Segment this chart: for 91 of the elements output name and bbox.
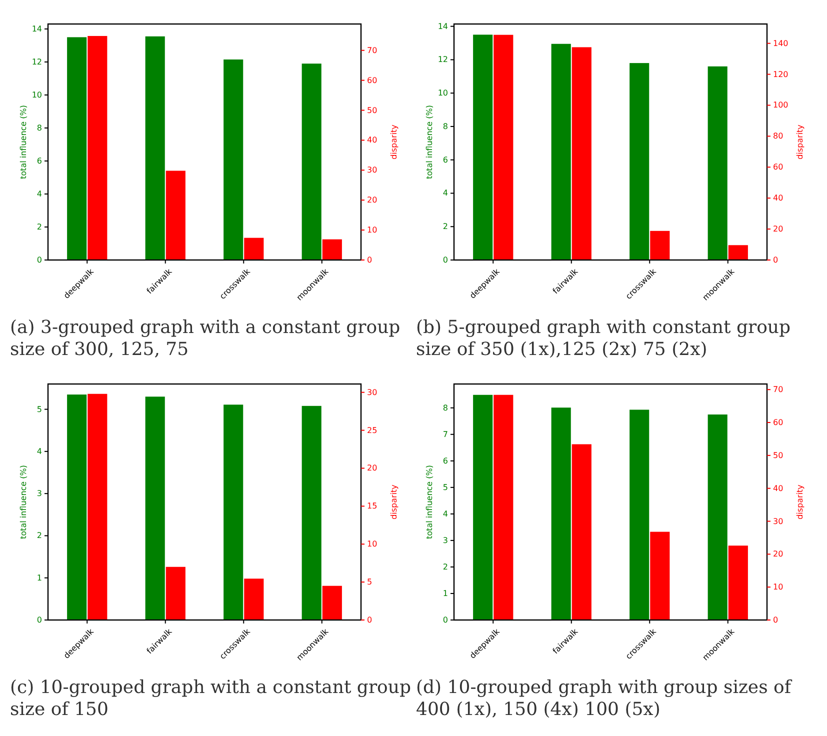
bar	[708, 414, 728, 620]
y2-tick-label: 30	[773, 516, 784, 526]
y-tick-label: 4	[442, 509, 448, 518]
text: (b) 5-grouped graph with constant group size of 350 (1x),125 (2x) 75 (2x)	[415, 316, 792, 361]
bar	[145, 36, 165, 260]
y2-tick-label: 5	[367, 578, 372, 587]
bar	[302, 64, 322, 260]
y2-axis-title: disparity	[390, 124, 399, 160]
y2-tick-label: 0	[773, 616, 778, 624]
y-tick-label: 0	[36, 256, 42, 264]
y2-tick-label: 20	[367, 464, 378, 473]
y-tick-label: 7	[442, 430, 448, 439]
y2-tick-label: 0	[367, 616, 372, 624]
y2-tick-label: 30	[367, 166, 378, 175]
bar	[302, 406, 322, 620]
y2-tick-label: 10	[367, 226, 378, 235]
bar	[322, 586, 342, 620]
y-tick-label: 10	[438, 88, 448, 98]
y-tick-label: 4	[442, 188, 448, 198]
y-tick-label: 14	[32, 24, 42, 34]
y2-tick-label: 30	[367, 388, 378, 397]
y-tick-label: 12	[438, 55, 448, 64]
y2-tick-label: 40	[773, 484, 784, 493]
y-tick-label: 10	[32, 90, 42, 100]
y-tick-label: 2	[442, 222, 448, 232]
y-tick-label: 5	[442, 482, 448, 492]
y-tick-label: 1	[442, 588, 448, 598]
bar	[166, 566, 186, 620]
bar	[630, 410, 650, 620]
y2-tick-label: 120	[773, 70, 788, 79]
y-tick-label: 12	[32, 57, 42, 66]
y2-tick-label: 70	[773, 385, 784, 394]
text: (c) 10-grouped graph with a constant group size of 150	[9, 676, 412, 721]
y-tick-label: 1	[36, 573, 42, 582]
y2-tick-label: 100	[773, 100, 788, 110]
y-tick-label: 3	[442, 536, 448, 545]
y-tick-label: 2	[36, 531, 42, 540]
y2-tick-label: 60	[773, 418, 784, 428]
y-tick-label: 6	[36, 156, 42, 166]
y-tick-label: 8	[442, 122, 448, 131]
y-tick-label: 6	[442, 155, 448, 164]
y2-axis-title: disparity	[390, 484, 399, 520]
y-axis-title: total influence (%)	[19, 105, 28, 179]
y-axis-title: total influence (%)	[425, 465, 434, 539]
y2-tick-label: 60	[367, 76, 378, 85]
y2-tick-label: 10	[773, 582, 784, 592]
bar	[244, 578, 264, 620]
y2-tick-label: 70	[367, 46, 378, 55]
bar	[630, 63, 650, 260]
y2-tick-label: 60	[773, 162, 784, 172]
y2-tick-label: 40	[773, 194, 784, 203]
y2-tick-label: 40	[367, 136, 378, 145]
y2-tick-label: 25	[367, 426, 378, 435]
y2-tick-label: 20	[773, 224, 784, 234]
y-tick-label: 0	[442, 256, 448, 264]
y-tick-label: 2	[442, 562, 448, 572]
y2-tick-label: 140	[773, 38, 788, 48]
bar	[224, 59, 244, 260]
text: (d) 10-grouped graph with group sizes of 400 (1x), 150 (4x) 100 (5x)	[415, 676, 794, 721]
bar	[145, 396, 165, 620]
y2-tick-label: 0	[773, 256, 778, 264]
bar	[244, 238, 264, 260]
y2-axis-title: disparity	[796, 124, 805, 160]
y-tick-label: 2	[36, 222, 42, 232]
bar	[708, 66, 728, 260]
y-tick-label: 3	[36, 489, 42, 498]
y2-tick-label: 20	[773, 550, 784, 559]
bar	[728, 245, 748, 260]
y-tick-label: 0	[36, 616, 42, 624]
y-axis-title: total influence (%)	[19, 465, 28, 539]
bar	[650, 230, 670, 260]
y-tick-label: 5	[36, 404, 42, 414]
y2-tick-label: 10	[367, 540, 378, 549]
y2-tick-label: 80	[773, 132, 784, 141]
y2-tick-label: 20	[367, 196, 378, 205]
y-tick-label: 8	[36, 123, 42, 132]
y-tick-label: 8	[442, 403, 448, 412]
y-axis-title: total influence (%)	[425, 105, 434, 179]
y-tick-label: 0	[442, 616, 448, 624]
text: (a) 3-grouped graph with a constant group size of 300, 125, 75	[9, 316, 402, 361]
y-tick-label: 6	[442, 456, 448, 466]
y-tick-label: 4	[36, 446, 42, 456]
y2-tick-label: 15	[367, 502, 378, 511]
bar	[322, 239, 342, 260]
y2-tick-label: 50	[773, 450, 784, 460]
y-tick-label: 4	[36, 189, 42, 198]
y2-axis-title: disparity	[796, 484, 805, 520]
y-tick-label: 14	[438, 22, 448, 31]
bar	[224, 404, 244, 620]
y2-tick-label: 0	[367, 256, 372, 264]
y2-tick-label: 50	[367, 106, 378, 115]
